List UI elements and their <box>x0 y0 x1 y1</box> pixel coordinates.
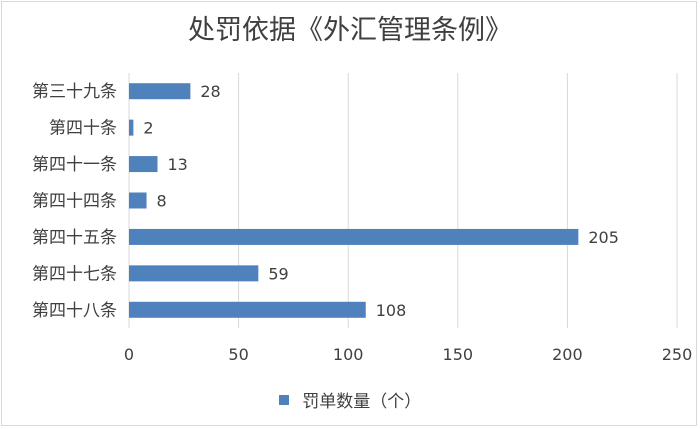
legend-label: 罚单数量（个） <box>302 392 422 412</box>
category-label: 第四十一条 <box>32 155 117 175</box>
chart-title: 处罚依据《外汇管理条例》 <box>188 15 512 46</box>
bar <box>129 119 134 136</box>
bar <box>129 156 158 173</box>
data-label: 205 <box>588 228 619 247</box>
category-label: 第四十五条 <box>32 228 117 248</box>
legend: 罚单数量（个） <box>0 387 700 412</box>
category-label: 第四十八条 <box>32 301 117 321</box>
category-label: 第四十条 <box>49 119 117 139</box>
x-tick-label: 250 <box>662 345 693 364</box>
bar <box>129 228 579 245</box>
data-label: 2 <box>143 119 153 138</box>
x-tick-label: 200 <box>552 345 583 364</box>
bar <box>129 301 366 318</box>
category-label: 第三十九条 <box>32 82 117 102</box>
legend-swatch <box>278 394 289 405</box>
category-label: 第四十四条 <box>32 192 117 212</box>
data-label: 28 <box>200 82 220 101</box>
x-tick-label: 50 <box>228 345 248 364</box>
bar <box>129 192 147 209</box>
category-label: 第四十七条 <box>32 264 117 284</box>
x-tick-label: 150 <box>443 345 474 364</box>
data-label: 108 <box>376 301 407 320</box>
data-label: 59 <box>268 264 288 283</box>
x-tick-label: 0 <box>124 345 134 364</box>
bar <box>129 265 259 282</box>
data-label: 8 <box>157 192 167 211</box>
x-tick-label: 100 <box>333 345 364 364</box>
bar <box>129 83 191 100</box>
data-label: 13 <box>167 155 187 174</box>
